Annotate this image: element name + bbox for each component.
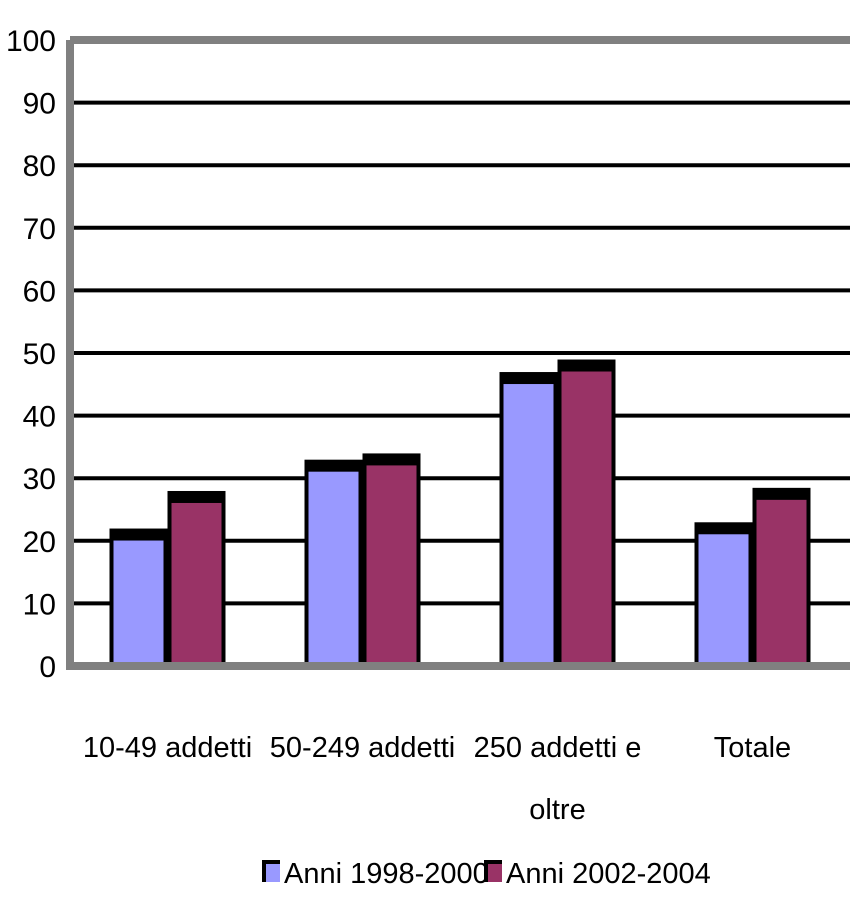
bar: [698, 534, 749, 666]
x-category-label: 50-249 addetti: [270, 732, 455, 764]
x-category-label: oltre: [529, 794, 585, 826]
bar: [756, 499, 807, 666]
x-category-label: 250 addetti e: [474, 732, 642, 764]
y-tick-label: 0: [39, 651, 56, 684]
legend: Anni 1998-2000 Anni 2002-2004: [262, 858, 711, 890]
y-tick-label: 20: [23, 526, 56, 559]
axes: [66, 40, 850, 670]
x-category-label: Totale: [714, 732, 791, 764]
y-tick-label: 10: [23, 588, 56, 621]
y-tick-label: 60: [23, 275, 56, 308]
y-tick-label: 70: [23, 213, 56, 246]
y-tick-labels: 0 10 20 30 40 50 60 70 80 90 100: [6, 25, 56, 684]
bar: [113, 540, 164, 666]
bar: [503, 384, 554, 666]
bar: [561, 371, 612, 666]
bar: [171, 502, 222, 666]
y-tick-label: 40: [23, 401, 56, 434]
legend-label: Anni 1998-2000: [284, 858, 489, 890]
y-tick-label: 50: [23, 338, 56, 371]
legend-label: Anni 2002-2004: [506, 858, 711, 890]
legend-swatch: [266, 864, 280, 882]
y-tick-label: 30: [23, 463, 56, 496]
category-labels: 10-49 addetti 50-249 addetti 250 addetti e…: [83, 732, 791, 826]
x-category-label: 10-49 addetti: [83, 732, 252, 764]
legend-swatch: [488, 864, 502, 882]
y-tick-label: 80: [23, 150, 56, 183]
bars: [109, 359, 811, 666]
y-tick-label: 100: [6, 25, 56, 58]
bar: [366, 465, 417, 666]
y-tick-label: 90: [23, 88, 56, 121]
bar: [308, 471, 359, 666]
